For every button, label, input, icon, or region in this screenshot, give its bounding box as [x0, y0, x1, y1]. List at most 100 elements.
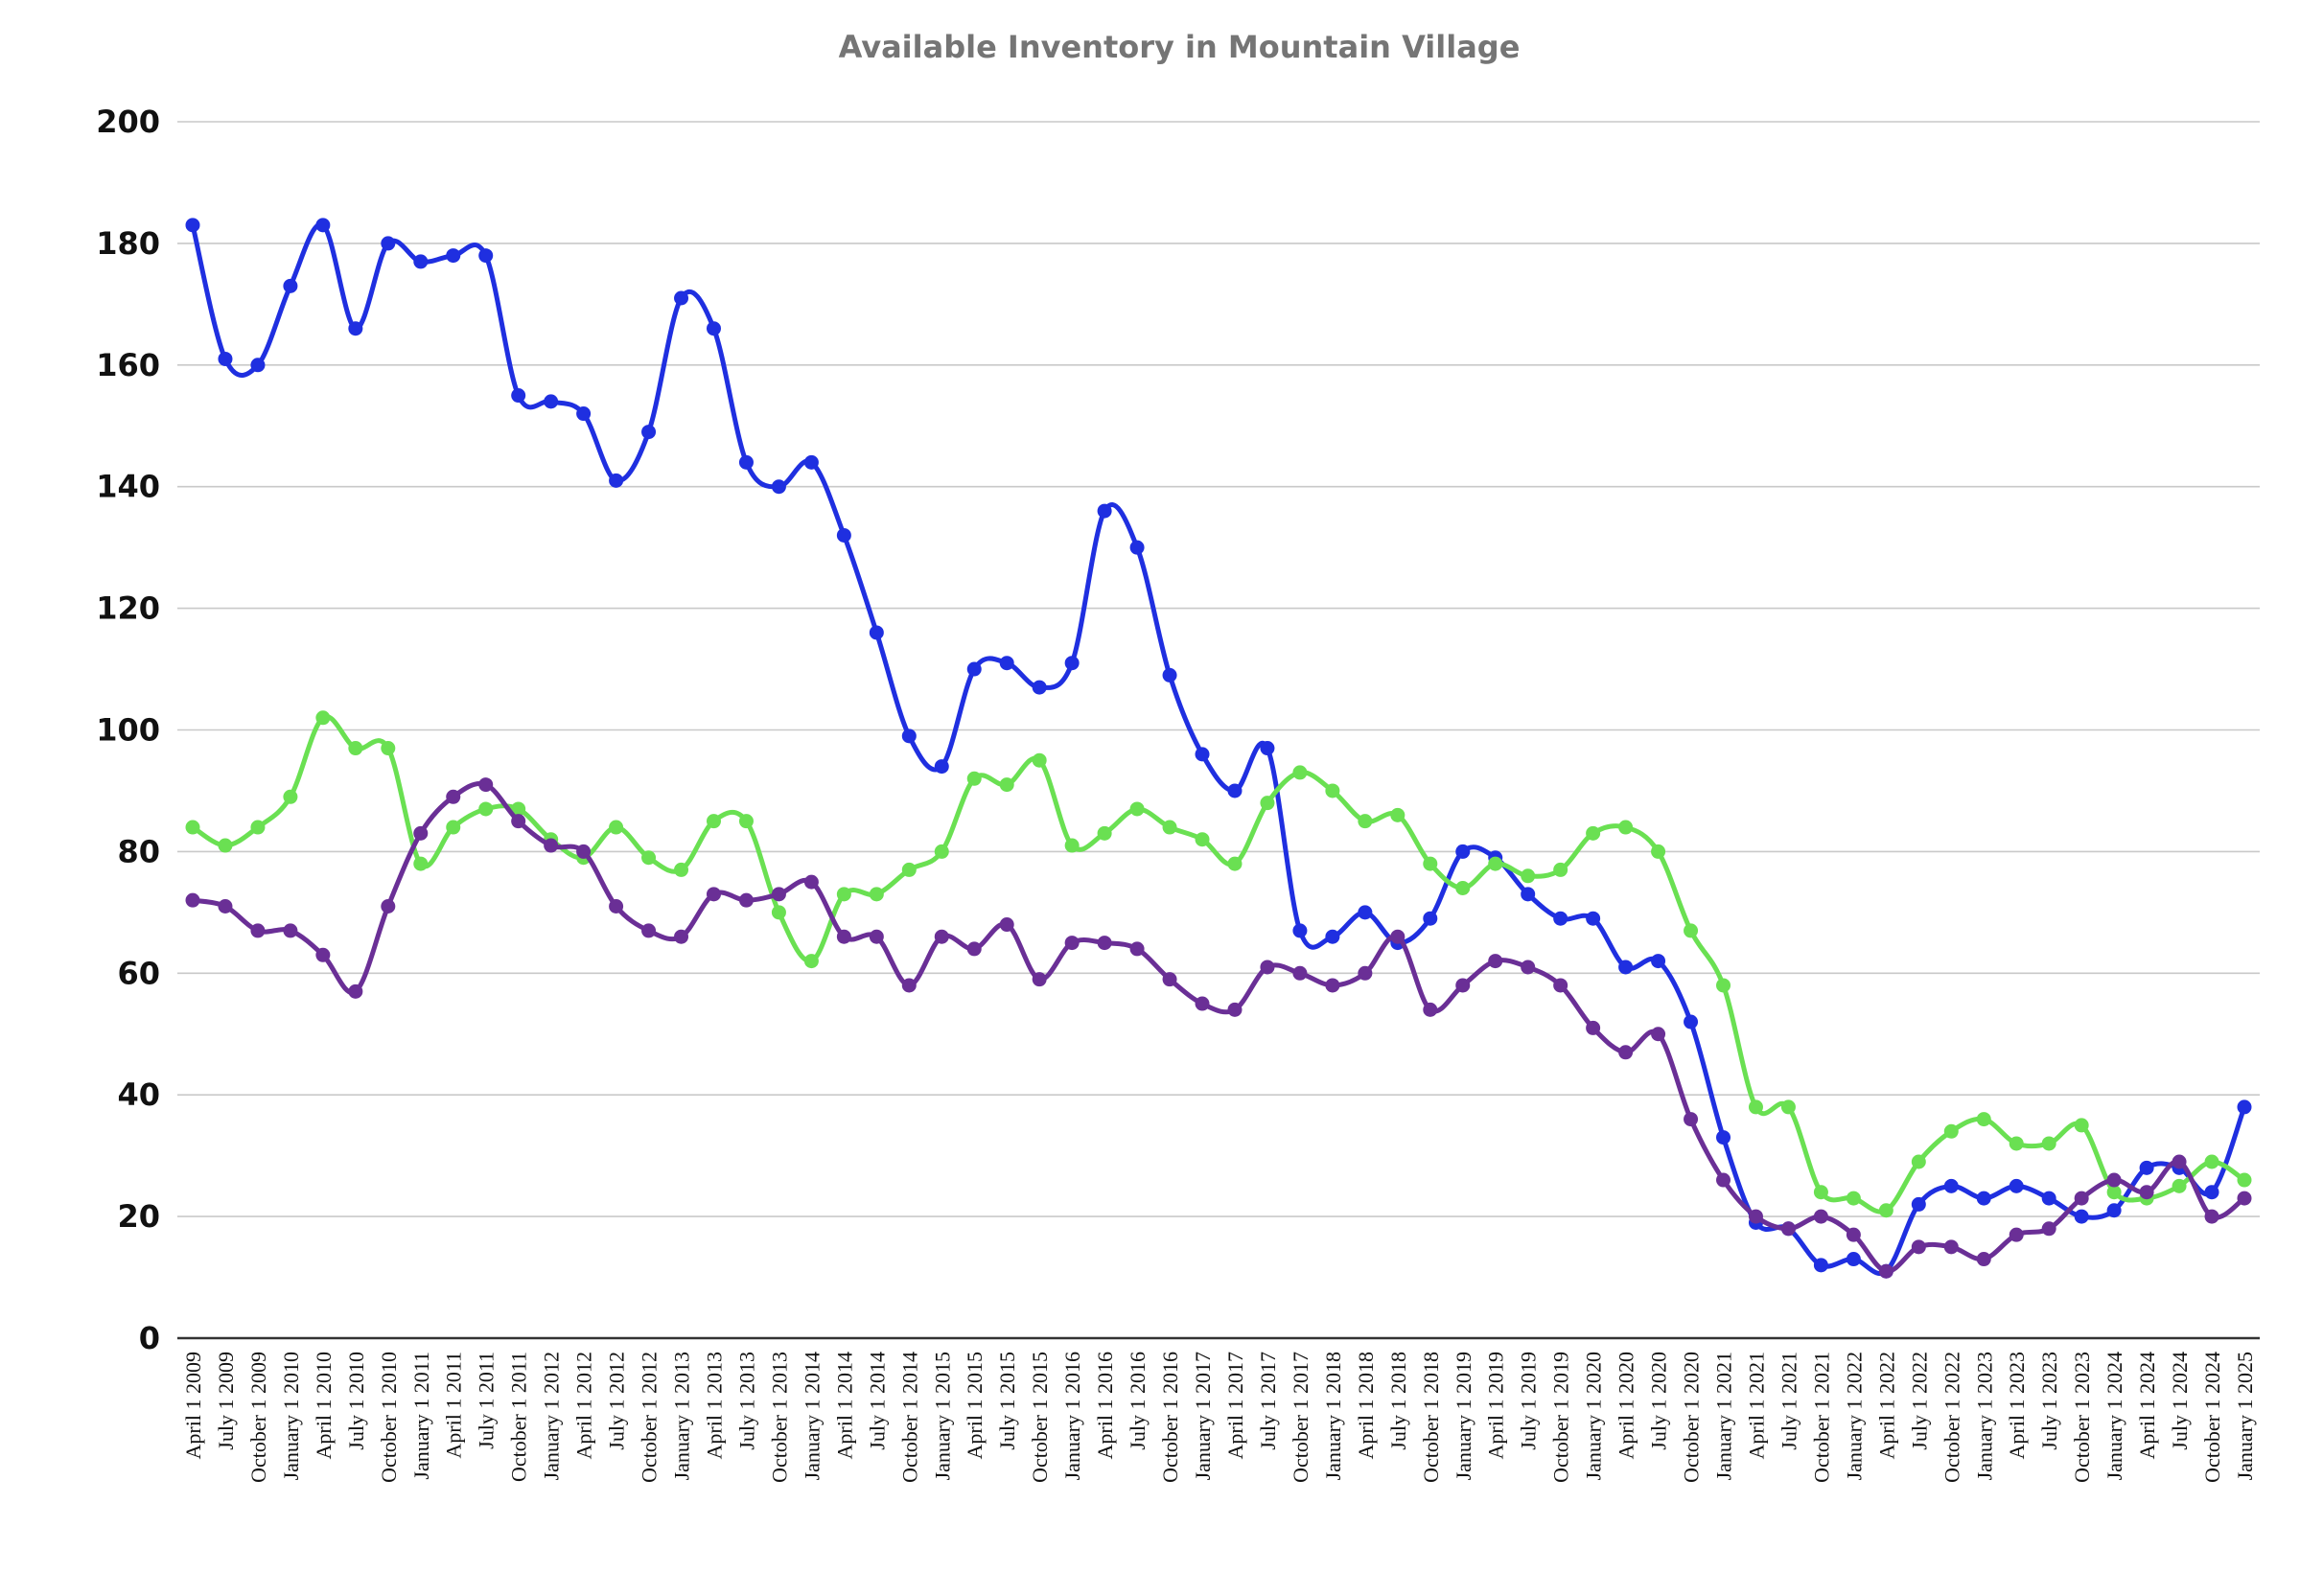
- data-point: [1358, 965, 1373, 981]
- data-point: [1911, 1154, 1926, 1169]
- data-point: [738, 892, 754, 908]
- data-point: [283, 789, 298, 804]
- data-point: [2106, 1172, 2122, 1188]
- data-point: [1943, 1123, 1959, 1139]
- data-point: [1129, 540, 1145, 555]
- data-point: [2041, 1136, 2056, 1151]
- x-tick-label: July 1 2019: [1517, 1352, 1541, 1450]
- x-tick-label: October 1 2012: [638, 1352, 662, 1483]
- data-point: [1748, 1209, 1763, 1224]
- gridlines: [177, 121, 2260, 1217]
- x-tick-label: October 1 2021: [1809, 1352, 1833, 1483]
- data-point: [1878, 1263, 1893, 1279]
- data-point: [803, 454, 819, 470]
- data-point: [348, 321, 363, 336]
- x-tick-label: January 1 2014: [800, 1352, 824, 1480]
- x-tick-label: July 1 2021: [1777, 1352, 1800, 1450]
- data-point: [413, 254, 429, 269]
- data-point: [836, 527, 851, 543]
- y-tick-label: 60: [117, 955, 160, 991]
- data-point: [413, 825, 429, 841]
- data-point: [2074, 1118, 2089, 1133]
- data-point: [674, 862, 689, 877]
- x-tick-label: October 1 2013: [767, 1352, 791, 1483]
- data-point: [2237, 1172, 2252, 1188]
- data-point: [1716, 1172, 1731, 1188]
- x-tick-label: July 1 2015: [995, 1352, 1019, 1450]
- data-point: [1878, 1203, 1893, 1218]
- data-point: [1618, 960, 1634, 975]
- series-line: [190, 781, 2247, 1274]
- data-point: [1358, 814, 1373, 829]
- y-tick-label: 180: [96, 225, 160, 262]
- data-point: [1227, 1002, 1243, 1017]
- y-tick-label: 120: [96, 590, 160, 627]
- data-point: [999, 777, 1014, 793]
- data-point: [250, 820, 266, 835]
- data-point: [1846, 1252, 1861, 1267]
- x-tick-label: January 1 2020: [1582, 1352, 1606, 1480]
- data-point: [1748, 1099, 1763, 1115]
- data-point: [2204, 1154, 2219, 1169]
- data-point: [576, 844, 592, 859]
- data-point: [1064, 936, 1080, 951]
- x-tick-label: July 1 2010: [344, 1352, 368, 1450]
- data-point: [869, 887, 884, 902]
- x-tick-label: July 1 2018: [1386, 1352, 1410, 1450]
- data-point: [1684, 1112, 1699, 1127]
- x-tick-label: April 1 2011: [442, 1352, 466, 1459]
- x-tick-label: April 1 2019: [1484, 1352, 1508, 1459]
- x-tick-label: October 1 2014: [897, 1352, 921, 1483]
- data-point: [2074, 1209, 2089, 1224]
- data-point: [478, 801, 494, 817]
- x-tick-label: January 1 2013: [670, 1352, 694, 1480]
- data-point: [544, 394, 559, 409]
- data-point: [185, 820, 200, 835]
- data-point: [1455, 880, 1471, 895]
- data-point: [641, 850, 657, 866]
- data-point: [478, 248, 494, 264]
- y-tick-label: 80: [117, 833, 160, 869]
- data-point: [1097, 503, 1112, 519]
- x-tick-label: January 1 2024: [2102, 1352, 2126, 1480]
- data-point: [185, 218, 200, 233]
- x-tick-label: July 1 2011: [475, 1352, 499, 1449]
- data-point: [1032, 680, 1047, 695]
- data-point: [1423, 856, 1438, 871]
- data-point: [836, 887, 851, 902]
- data-point: [1195, 996, 1210, 1011]
- x-tick-label: July 1 2017: [1256, 1352, 1280, 1450]
- x-tick-label: October 1 2011: [507, 1352, 531, 1482]
- x-tick-label: April 1 2014: [832, 1352, 856, 1459]
- data-point: [641, 923, 657, 938]
- data-point: [2204, 1185, 2219, 1200]
- data-point: [1684, 923, 1699, 938]
- data-point: [1780, 1099, 1796, 1115]
- data-point: [869, 625, 884, 640]
- x-tick-label: January 1 2019: [1452, 1352, 1475, 1480]
- data-point: [901, 729, 917, 744]
- data-point: [1846, 1191, 1861, 1206]
- data-point: [218, 899, 233, 914]
- data-point: [1423, 911, 1438, 926]
- data-point: [2204, 1209, 2219, 1224]
- data-point: [1651, 1027, 1666, 1042]
- data-point: [1521, 868, 1536, 884]
- data-point: [446, 820, 461, 835]
- x-tick-label: October 1 2015: [1028, 1352, 1052, 1483]
- data-point: [771, 479, 786, 495]
- data-point: [1488, 856, 1503, 871]
- series-line: [190, 221, 2247, 1276]
- x-tick-label: July 1 2016: [1126, 1352, 1150, 1450]
- data-point: [315, 710, 331, 726]
- data-point: [348, 741, 363, 756]
- x-tick-label: July 1 2009: [214, 1352, 238, 1450]
- data-point: [966, 771, 982, 786]
- data-point: [1064, 838, 1080, 853]
- data-point: [836, 929, 851, 944]
- x-tick-label: January 1 2010: [279, 1352, 303, 1480]
- y-tick-label: 0: [139, 1320, 160, 1356]
- data-point: [1716, 1130, 1731, 1145]
- data-point: [1325, 929, 1340, 944]
- y-tick-label: 200: [96, 104, 160, 140]
